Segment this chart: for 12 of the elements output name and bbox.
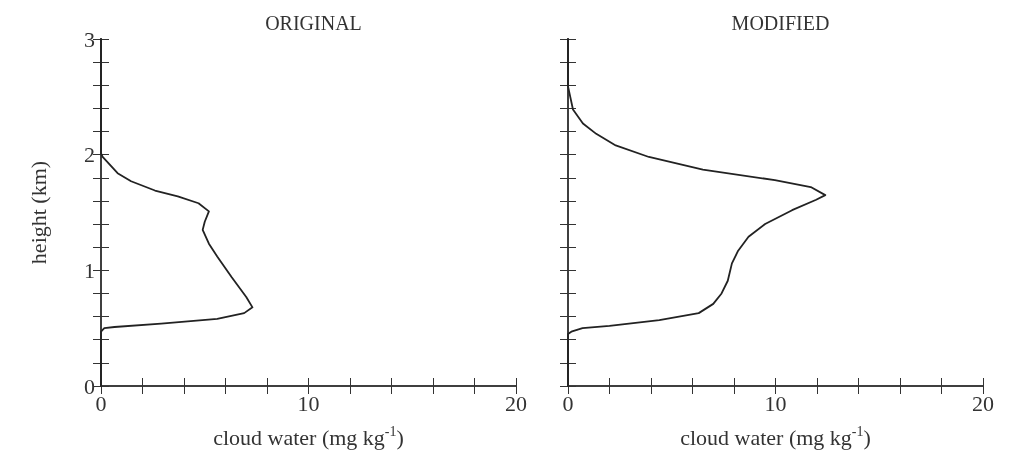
- x-tick-label: 20: [505, 390, 527, 416]
- y-axis-title: height (km): [25, 160, 51, 265]
- x-tick-label: 10: [764, 390, 787, 416]
- y-tick-label: 0: [84, 373, 95, 399]
- chart-title: ORIGINAL: [265, 12, 362, 34]
- y-tick-label: 2: [84, 142, 95, 168]
- x-tick-label: 20: [972, 390, 994, 416]
- chart-title: MODIFIED: [731, 12, 830, 34]
- y-tick-label: 1: [84, 257, 95, 283]
- x-tick-label: 0: [562, 390, 574, 416]
- x-tick-label: 10: [297, 390, 320, 416]
- y-tick-label: 3: [84, 26, 95, 52]
